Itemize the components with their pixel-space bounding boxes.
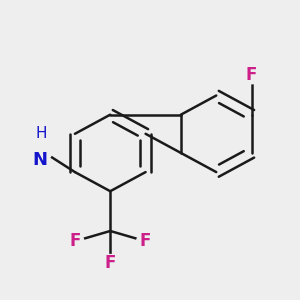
Text: F: F [69,232,81,250]
Text: F: F [140,232,151,250]
Circle shape [66,232,84,250]
Text: N: N [32,152,47,169]
Circle shape [101,254,119,272]
Circle shape [23,134,53,163]
Text: F: F [105,254,116,272]
Text: F: F [246,66,257,84]
Text: H: H [35,126,47,141]
Circle shape [243,66,260,84]
Circle shape [137,232,154,250]
